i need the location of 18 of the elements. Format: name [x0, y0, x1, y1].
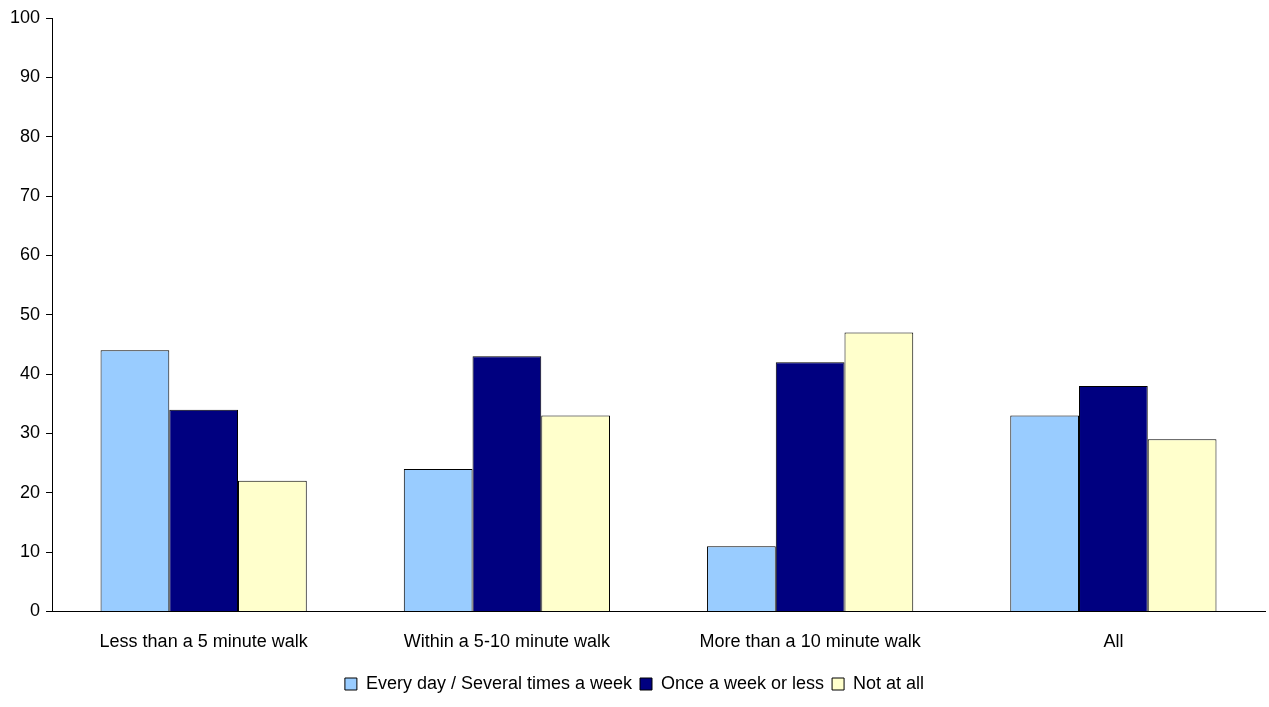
legend-label: Not at all — [853, 672, 925, 693]
legend-label: Once a week or less — [661, 672, 825, 693]
y-tick-label: 50 — [20, 303, 41, 324]
y-tick-label: 90 — [20, 66, 41, 87]
y-tick-label: 30 — [20, 422, 41, 443]
y-tick-label: 100 — [9, 6, 41, 27]
y-tick-label: 80 — [20, 125, 41, 146]
x-tick-label: More than a 10 minute walk — [699, 631, 922, 652]
y-tick-label: 0 — [30, 600, 41, 621]
y-tick-label: 70 — [20, 184, 41, 205]
x-tick-label: Within a 5-10 minute walk — [403, 631, 611, 652]
x-tick-label: All — [1103, 631, 1124, 652]
x-tick-label: Less than a 5 minute walk — [99, 631, 309, 652]
y-tick-label: 40 — [20, 363, 41, 384]
y-tick-label: 60 — [20, 244, 41, 265]
legend-label: Every day / Several times a week — [365, 672, 633, 693]
y-tick-label: 10 — [20, 541, 41, 562]
y-tick-label: 20 — [20, 481, 41, 502]
